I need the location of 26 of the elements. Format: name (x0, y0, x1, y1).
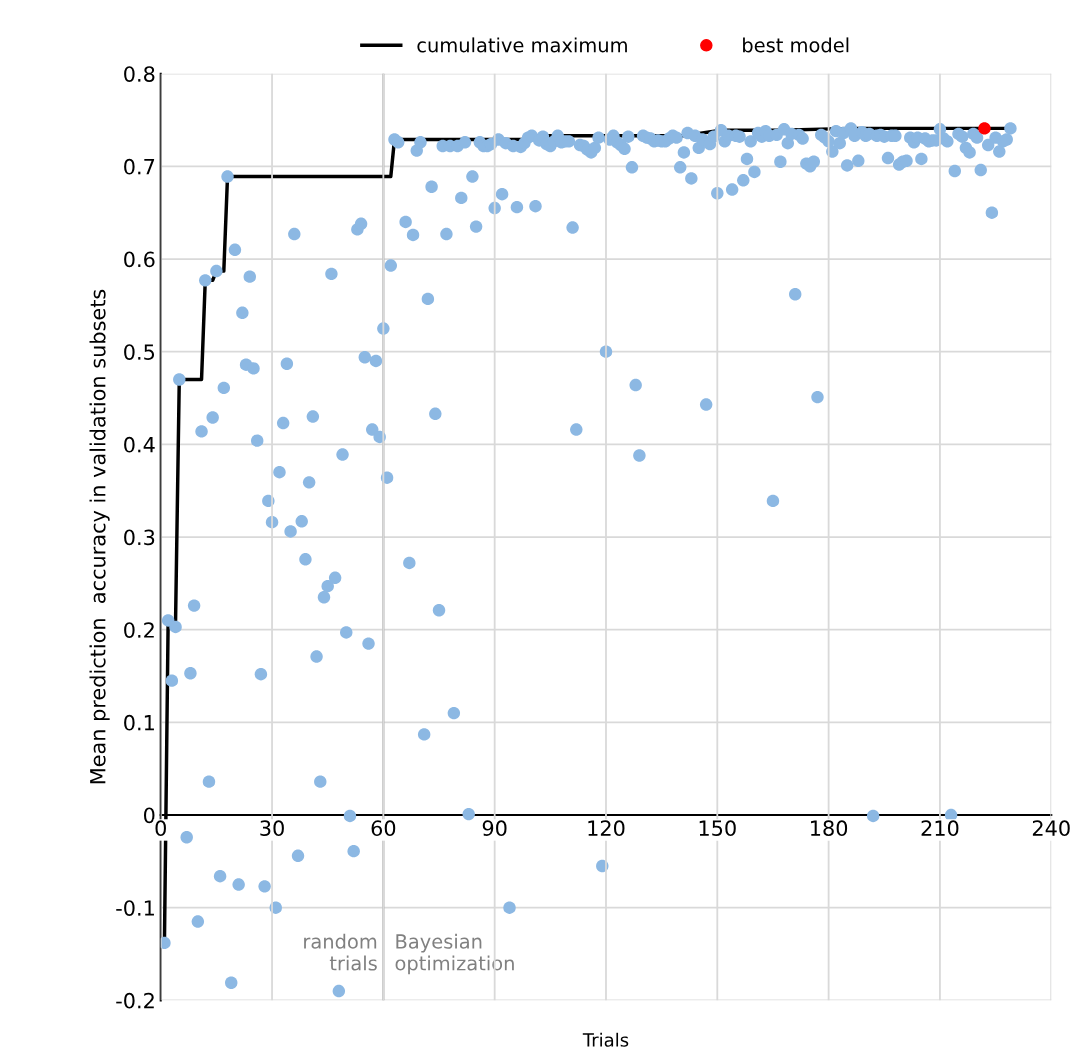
x-tick-label: 210 (921, 820, 959, 837)
legend-label: cumulative maximum (417, 37, 627, 53)
y-tick-label: 0.2 (124, 622, 154, 638)
y-tick-label: 0 (143, 807, 155, 824)
y-tick-label: 0.3 (124, 529, 155, 546)
x-tick-label: 240 (1032, 820, 1070, 837)
x-tick-label: 180 (811, 820, 848, 837)
y-tick-label: 0.5 (124, 344, 155, 360)
y-tick-label: 0.7 (124, 158, 155, 175)
x-tick-label: 120 (588, 820, 625, 837)
y-tick-label: 0.8 (124, 66, 155, 82)
y-axis-title: Mean prediction accuracy in validation subsets (89, 289, 110, 784)
y-tick-label: -0.1 (116, 900, 154, 916)
annotation: random trials (304, 933, 377, 971)
y-tick-label: 0.6 (124, 251, 155, 268)
annotation: Bayesian optimization (395, 933, 514, 975)
x-tick-label: 30 (260, 820, 284, 837)
x-axis-title: Trials (582, 1032, 629, 1047)
y-tick-label: 0.4 (124, 436, 155, 453)
x-tick-label: 90 (482, 820, 507, 837)
x-tick-label: 150 (699, 820, 736, 837)
x-tick-label: 60 (371, 820, 396, 837)
y-tick-label: 0.1 (124, 714, 154, 731)
x-tick-label: 0 (155, 820, 166, 837)
y-tick-label: -0.2 (116, 992, 154, 1009)
legend-label: best model (743, 37, 849, 53)
